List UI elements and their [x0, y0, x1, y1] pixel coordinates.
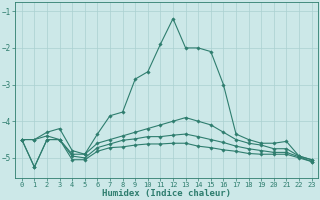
X-axis label: Humidex (Indice chaleur): Humidex (Indice chaleur): [102, 189, 231, 198]
